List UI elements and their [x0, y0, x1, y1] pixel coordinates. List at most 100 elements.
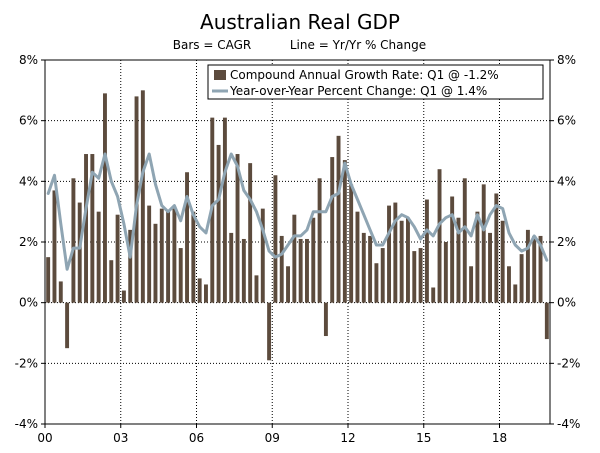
- cagr-bar: [323, 302, 328, 337]
- cagr-bar: [387, 205, 391, 303]
- legend-label-yoy: Year-over-Year Percent Change: Q1 @ 1.4%: [229, 84, 487, 98]
- cagr-bar: [456, 217, 461, 303]
- cagr-bar: [248, 163, 253, 303]
- cagr-bar: [185, 172, 189, 303]
- cagr-bar: [450, 196, 455, 303]
- legend: Compound Annual Growth Rate: Q1 @ -1.2% …: [207, 64, 544, 100]
- cagr-bar: [443, 242, 448, 303]
- legend-label-cagr: Compound Annual Growth Rate: Q1 @ -1.2%: [230, 68, 499, 82]
- cagr-bar: [115, 214, 120, 303]
- cagr-bar: [52, 190, 57, 303]
- line-layer: [46, 152, 549, 271]
- y-tick-label-left: 0%: [19, 296, 38, 310]
- cagr-bar: [298, 238, 303, 303]
- cagr-bar: [147, 205, 152, 303]
- cagr-bar: [178, 248, 183, 303]
- y-axis-right: -4% -2% 0% 2% 4% 6% 8%: [550, 53, 580, 431]
- cagr-bar: [406, 217, 410, 303]
- cagr-bar: [481, 184, 486, 303]
- cagr-bar: [513, 284, 518, 303]
- cagr-bar: [121, 290, 126, 303]
- cagr-bar: [166, 211, 171, 303]
- cagr-bar: [197, 278, 202, 303]
- cagr-bar: [399, 220, 404, 303]
- cagr-bar: [507, 266, 511, 303]
- y-tick-label-right: 8%: [557, 53, 576, 67]
- cagr-bar: [342, 160, 347, 303]
- cagr-bar: [46, 257, 51, 303]
- cagr-bar: [235, 154, 240, 303]
- x-tick-label: 09: [265, 431, 280, 445]
- x-tick-label: 03: [113, 431, 128, 445]
- y-tick-label-right: 4%: [557, 174, 576, 188]
- cagr-bar: [140, 90, 145, 303]
- y-tick-label-right: -4%: [557, 417, 580, 431]
- cagr-bar: [71, 178, 76, 303]
- cagr-bar: [437, 169, 442, 303]
- x-axis: 00 03 06 09 12 15 18: [37, 424, 507, 445]
- x-tick-label: 12: [340, 431, 355, 445]
- y-tick-label-left: 2%: [19, 235, 38, 249]
- y-axis-left: -4% -2% 0% 2% 4% 6% 8%: [15, 53, 45, 431]
- legend-box: [207, 64, 544, 100]
- cagr-bar: [349, 184, 354, 303]
- chart-subtitle-line: Line = Yr/Yr % Change: [290, 38, 426, 52]
- cagr-bar: [330, 157, 335, 303]
- cagr-bar: [254, 275, 259, 303]
- cagr-bar: [431, 287, 436, 303]
- cagr-bar: [475, 211, 480, 303]
- cagr-bar: [500, 220, 505, 303]
- y-tick-label-left: -4%: [15, 417, 38, 431]
- cagr-bar: [96, 211, 101, 303]
- cagr-bar: [65, 302, 70, 349]
- cagr-bar: [273, 175, 278, 303]
- x-tick-label: 00: [37, 431, 52, 445]
- cagr-bar: [462, 178, 467, 303]
- x-tick-label: 15: [416, 431, 431, 445]
- y-tick-label-right: -2%: [557, 356, 580, 370]
- cagr-bar: [305, 238, 309, 303]
- cagr-bar: [393, 202, 398, 303]
- y-tick-label-right: 2%: [557, 235, 576, 249]
- cagr-bar: [153, 223, 158, 303]
- cagr-bar: [58, 281, 63, 303]
- cagr-bar: [77, 202, 82, 303]
- cagr-bar: [380, 248, 385, 303]
- cagr-bar: [216, 144, 221, 303]
- cagr-bar: [286, 266, 290, 303]
- cagr-bar: [336, 135, 341, 303]
- grid-layer: [44, 59, 550, 425]
- cagr-bar: [317, 178, 322, 303]
- cagr-bar: [267, 302, 272, 361]
- cagr-bar: [469, 266, 474, 303]
- cagr-bar: [222, 117, 227, 303]
- cagr-bar: [109, 260, 114, 303]
- cagr-bar: [204, 284, 208, 303]
- cagr-bar: [292, 214, 297, 303]
- x-tick-label: 18: [492, 431, 507, 445]
- cagr-bar: [538, 235, 543, 303]
- cagr-bar: [103, 93, 107, 303]
- cagr-bar: [279, 235, 284, 303]
- cagr-bar: [229, 232, 234, 303]
- cagr-bar: [260, 208, 265, 303]
- cagr-bar: [412, 251, 417, 303]
- cagr-bar: [519, 254, 524, 303]
- cagr-bar: [355, 211, 360, 303]
- x-tick-label: 06: [189, 431, 204, 445]
- cagr-bar: [368, 235, 373, 303]
- cagr-bar: [532, 235, 537, 303]
- cagr-bar: [488, 232, 492, 303]
- cagr-bar: [494, 193, 499, 303]
- cagr-bar: [525, 229, 530, 303]
- y-tick-label-left: 8%: [19, 53, 38, 67]
- cagr-bar: [172, 208, 177, 303]
- cagr-bar: [128, 229, 133, 303]
- y-tick-label-right: 6%: [557, 114, 576, 128]
- cagr-bar: [90, 154, 95, 303]
- cagr-bar: [84, 154, 88, 303]
- cagr-bar: [241, 238, 246, 303]
- cagr-bar: [311, 217, 316, 303]
